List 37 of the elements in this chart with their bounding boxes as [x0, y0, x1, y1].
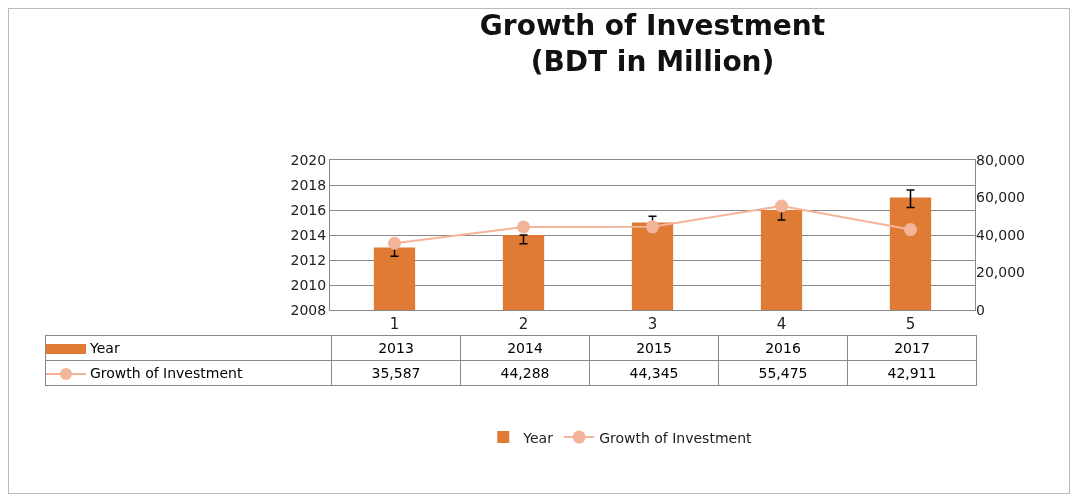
- y2-tick-label: 20,000: [976, 264, 1025, 281]
- y-tick-label: 2012: [290, 251, 327, 268]
- data-label: 55,475: [718, 360, 848, 386]
- point: [775, 199, 788, 213]
- data-label: 35,587: [331, 360, 461, 386]
- x-tick-label: 1: [389, 315, 400, 333]
- text: Growth of Investment: [90, 365, 243, 381]
- data-label: 2016: [718, 335, 848, 361]
- y2-tick-label: 40,000: [976, 226, 1025, 243]
- y-tick-label: 2018: [290, 176, 327, 193]
- legend-label: Growth of Investment: [599, 429, 753, 446]
- y2-tick-label: 60,000: [976, 189, 1025, 206]
- y-tick-label: 2008: [290, 301, 327, 318]
- legend-label: Year: [522, 429, 554, 446]
- y2-tick-label: 0: [976, 301, 985, 318]
- x-tick-label: 5: [905, 315, 916, 333]
- chart-title: Growth of Investment (BDT in Million): [479, 9, 826, 79]
- data-label: 2013: [331, 335, 461, 361]
- y-tick-label: 2016: [290, 201, 327, 218]
- y-tick-label: 2020: [290, 151, 327, 168]
- point: [517, 220, 530, 234]
- point: [904, 223, 917, 237]
- data-label: 2014: [460, 335, 590, 361]
- point: [646, 220, 659, 234]
- data-label: 2017: [847, 335, 977, 361]
- y-tick-label: 2014: [290, 226, 327, 243]
- data-label: 2015: [589, 335, 719, 361]
- data-label: 44,288: [460, 360, 590, 386]
- data-label: 42,911: [847, 360, 977, 386]
- y-tick-label: 2010: [290, 276, 327, 293]
- x-tick-label: 2: [518, 315, 529, 333]
- y2-tick-label: 80,000: [976, 151, 1025, 168]
- text: Year: [90, 340, 120, 356]
- point: [388, 236, 401, 250]
- data-label: 44,345: [589, 360, 719, 386]
- x-tick-label: 4: [776, 315, 787, 333]
- x-tick-label: 3: [647, 315, 658, 333]
